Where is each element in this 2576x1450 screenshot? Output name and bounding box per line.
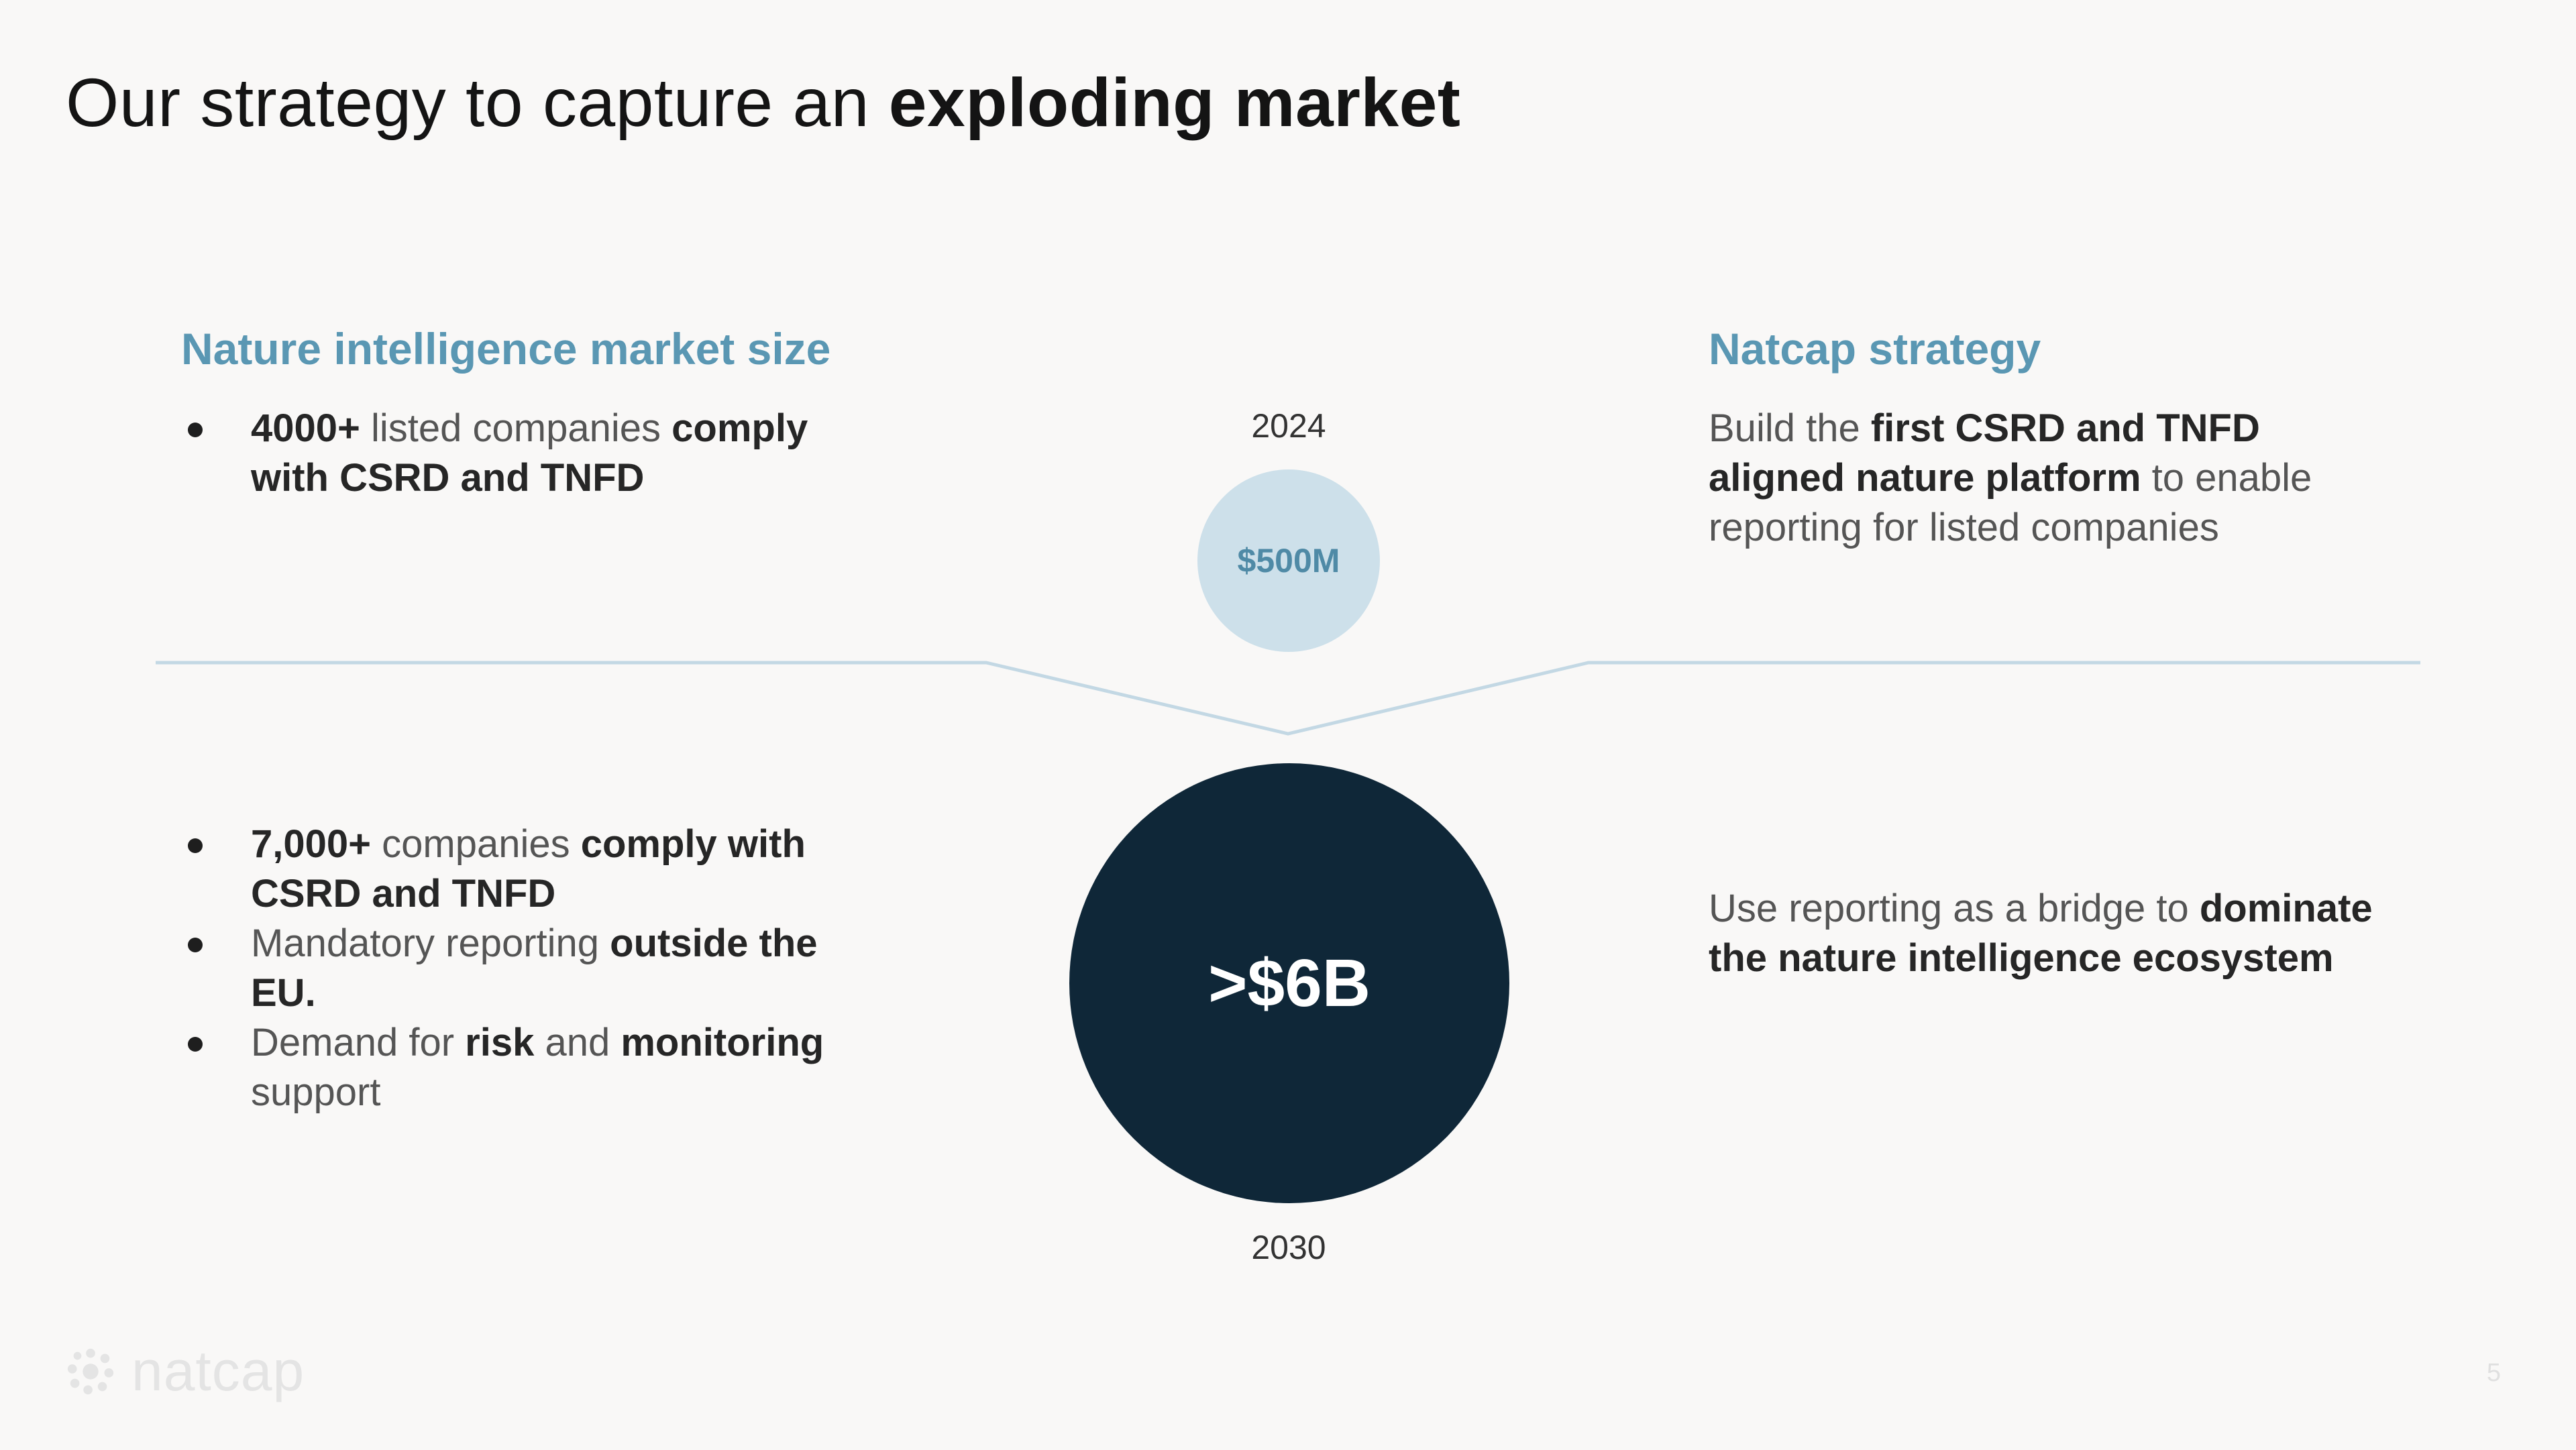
natcap-logo-icon (67, 1348, 114, 1394)
strategy-2024-text: Build the first CSRD and TNFD aligned na… (1709, 404, 2393, 553)
bullet-item: Demand for risk and monitoring support (188, 1018, 879, 1117)
strategy-heading: Natcap strategy (1709, 324, 2041, 374)
emphasis-text: 7,000+ (251, 822, 372, 866)
body-text: and (534, 1021, 621, 1064)
body-text: Use reporting as a bridge to (1709, 887, 2200, 930)
emphasis-text: 4000+ (251, 406, 360, 450)
market-2024-bullets: 4000+ listed companies comply with CSRD … (188, 404, 885, 503)
emphasis-text: outside the EU. (251, 922, 818, 1015)
bullet-item: 4000+ listed companies comply with CSRD … (188, 404, 885, 503)
natcap-logo: natcap (64, 1339, 305, 1404)
body-text: support (251, 1070, 381, 1114)
market-2030-bullets: 7,000+ companies comply with CSRD and TN… (188, 820, 879, 1117)
body-text: companies (371, 822, 581, 866)
funnel-line (156, 661, 2420, 736)
market-2024-circle: $500M (1197, 469, 1380, 652)
emphasis-text: risk (465, 1021, 535, 1064)
body-text: Build the (1709, 406, 1871, 450)
natcap-logo-text: natcap (131, 1339, 305, 1402)
market-2030-circle: >$6B (1069, 763, 1509, 1203)
bullet-item: 7,000+ companies comply with CSRD and TN… (188, 820, 879, 919)
emphasis-text: dominate the nature intelligence ecosyst… (1709, 887, 2373, 980)
emphasis-text: first CSRD and TNFD aligned nature platf… (1709, 406, 2260, 500)
title-emphasis: exploding market (888, 64, 1461, 141)
bullet-item: Mandatory reporting outside the EU. (188, 919, 879, 1018)
emphasis-text: comply with CSRD and TNFD (251, 406, 808, 500)
page-number: 5 (2486, 1359, 2501, 1387)
market-2024-value: $500M (1237, 542, 1340, 579)
body-text: Demand for (251, 1021, 466, 1064)
year-2024-label: 2024 (1251, 407, 1326, 445)
market-size-heading: Nature intelligence market size (181, 324, 831, 374)
emphasis-text: comply with CSRD and TNFD (251, 822, 806, 915)
market-2030-value: >$6B (1208, 945, 1371, 1021)
year-2030-label: 2030 (1251, 1229, 1326, 1266)
strategy-2030-text: Use reporting as a bridge to dominate th… (1709, 884, 2379, 983)
body-text: Mandatory reporting (251, 922, 610, 965)
body-text: to enable reporting for listed companies (1709, 456, 2312, 549)
body-text: listed companies (360, 406, 672, 450)
title-prefix: Our strategy to capture an (66, 64, 889, 141)
slide-title: Our strategy to capture an exploding mar… (66, 59, 1460, 146)
emphasis-text: monitoring (621, 1021, 824, 1064)
